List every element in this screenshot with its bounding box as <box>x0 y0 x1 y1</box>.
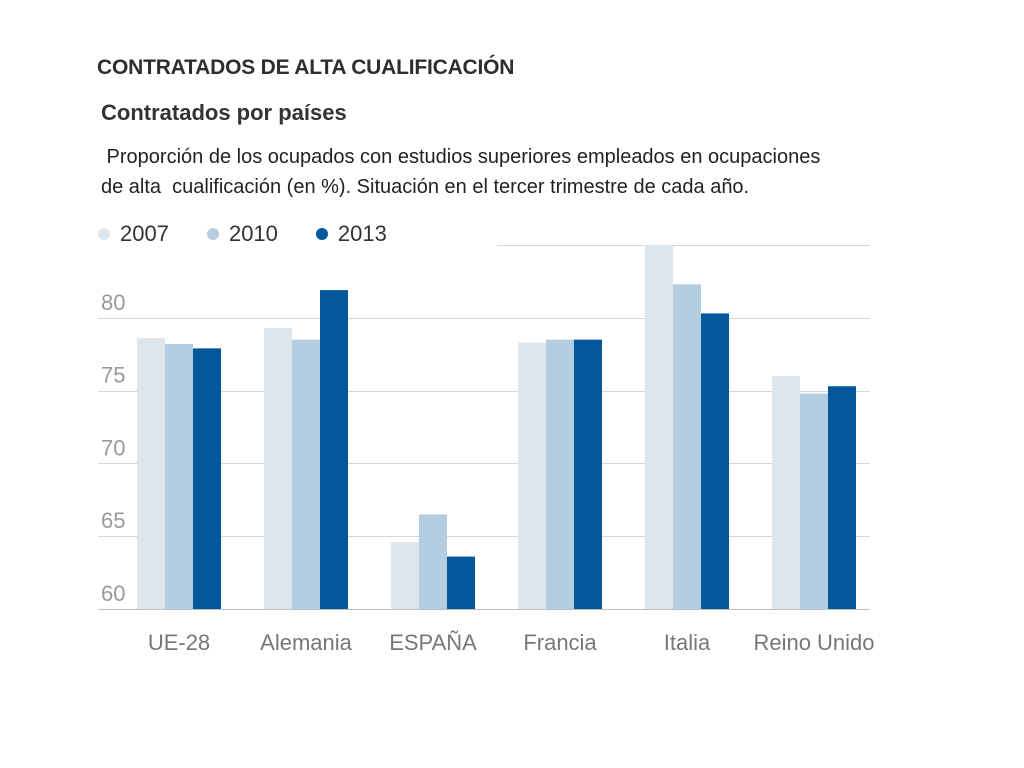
legend-swatch-2010 <box>206 228 219 240</box>
description-line-1: Proporción de los ocupados con estudios … <box>101 146 821 168</box>
bar-españa-2013 <box>447 556 475 609</box>
bar-italia-2013 <box>701 313 729 609</box>
x-tick-label-5: Reino Unido <box>753 630 874 655</box>
bar-alemania-2007 <box>264 327 292 609</box>
bar-francia-2007 <box>518 342 546 609</box>
y-tick-label-60: 60 <box>101 581 125 606</box>
bar-francia-2010 <box>546 339 574 609</box>
legend: 2007 2010 2013 <box>98 220 425 248</box>
y-tick-label-80: 80 <box>101 290 125 315</box>
bar-alemania-2013 <box>320 290 348 609</box>
x-tick-label-4: Italia <box>664 630 711 655</box>
legend-item-2010: 2010 <box>206 221 278 247</box>
legend-label-2013: 2013 <box>337 221 387 246</box>
x-tick-label-0: UE-28 <box>148 630 210 655</box>
legend-label-2010: 2010 <box>228 221 278 246</box>
x-tick-label-1: Alemania <box>260 630 352 655</box>
bar-reino-unido-2013 <box>828 386 856 609</box>
bar-ue-28-2007 <box>137 338 165 609</box>
x-tick-label-3: Francia <box>523 630 597 655</box>
y-tick-label-75: 75 <box>101 363 125 388</box>
bar-reino-unido-2010 <box>800 393 828 609</box>
y-tick-label-70: 70 <box>101 435 125 460</box>
bar-alemania-2010 <box>292 339 320 609</box>
legend-item-2007: 2007 <box>98 221 169 247</box>
description-line-2: de alta cualificación (en %). Situación … <box>101 176 750 198</box>
legend-item-2013: 2013 <box>315 221 387 247</box>
legend-label-2007: 2007 <box>120 221 169 246</box>
chart-title: CONTRATADOS DE ALTA CUALIFICACIÓN <box>97 56 515 79</box>
bar-francia-2013 <box>574 339 602 609</box>
x-tick-label-2: ESPAÑA <box>389 630 477 655</box>
legend-swatch-2013 <box>315 228 328 240</box>
chart-subtitle: Contratados por países <box>101 100 347 125</box>
chart-description: Proporción de los ocupados con estudios … <box>101 142 907 202</box>
y-tick-label-65: 65 <box>101 508 125 533</box>
bar-reino-unido-2007 <box>772 376 800 609</box>
bar-españa-2007 <box>391 542 419 609</box>
bar-ue-28-2010 <box>165 344 193 609</box>
legend-swatch-2007 <box>98 228 110 240</box>
bar-ue-28-2013 <box>193 348 221 609</box>
bar-italia-2007 <box>645 245 673 609</box>
bar-italia-2010 <box>673 284 701 609</box>
bar-españa-2010 <box>419 514 447 609</box>
